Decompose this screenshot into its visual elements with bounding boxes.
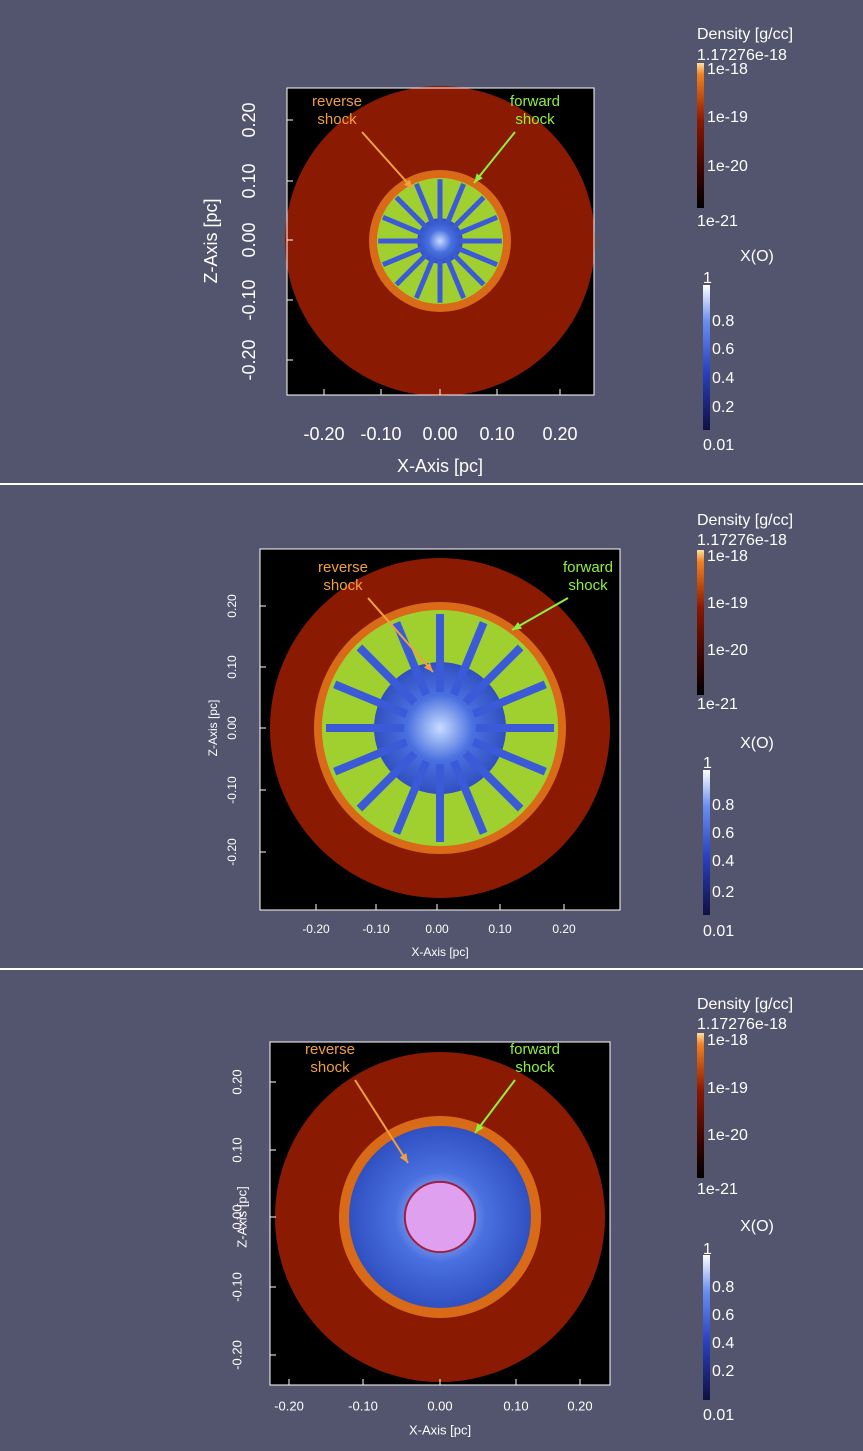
annotation: reverse <box>312 93 362 110</box>
annotation: forward <box>510 1041 560 1058</box>
x-tick-label: -0.20 <box>303 424 344 444</box>
colorbar-tick: 0.6 <box>712 1307 734 1324</box>
x-tick-label: -0.10 <box>360 424 401 444</box>
colorbar-min: 0.01 <box>703 923 734 940</box>
colorbar-max: 1 <box>703 1241 712 1258</box>
colorbar-max: 1 <box>703 270 712 287</box>
density-colorbar <box>697 1033 704 1178</box>
x-tick-label: -0.20 <box>302 922 330 936</box>
z-tick-label: 0.10 <box>225 655 239 679</box>
x-tick-label: 0.20 <box>552 922 576 936</box>
colorbar-title: Density [g/cc] <box>697 996 793 1013</box>
x-tick-label: 0.00 <box>427 1398 452 1413</box>
colorbar-tick: 0.6 <box>712 341 734 358</box>
annotation: shock <box>323 577 363 594</box>
x-tick-label: 0.00 <box>422 424 457 444</box>
x-tick-label: 0.10 <box>488 922 512 936</box>
annotation: reverse <box>318 559 368 576</box>
x-axis-label: X-Axis [pc] <box>397 456 483 476</box>
annotation: shock <box>310 1059 350 1076</box>
colorbar-tick: 1e-18 <box>707 548 748 565</box>
x-tick-label: 0.20 <box>567 1398 592 1413</box>
colorbar-tick: 0.4 <box>712 370 734 387</box>
colorbar-tick: 0.4 <box>712 853 734 870</box>
x-tick-label: -0.10 <box>348 1398 378 1413</box>
colorbar-tick: 1e-19 <box>707 1080 748 1097</box>
z-tick-label: -0.20 <box>229 1340 244 1370</box>
figure: -0.20-0.100.000.100.200.200.100.00-0.10-… <box>0 0 863 1451</box>
colorbar-title: Density [g/cc] <box>697 512 793 529</box>
xo-colorbar <box>703 285 710 430</box>
colorbar-tick: 0.8 <box>712 313 734 330</box>
z-tick-label: 0.10 <box>239 163 259 198</box>
z-tick-label: -0.20 <box>239 339 259 380</box>
colorbar-tick: 0.2 <box>712 399 734 416</box>
z-tick-label: 0.20 <box>225 594 239 618</box>
colorbar-tick: 0.8 <box>712 797 734 814</box>
z-tick-label: 0.10 <box>229 1137 244 1162</box>
colorbar-tick: 0.4 <box>712 1335 734 1352</box>
x-tick-label: -0.10 <box>362 922 390 936</box>
colorbar-min: 1e-21 <box>697 696 738 713</box>
xo-colorbar <box>703 1255 710 1400</box>
colorbar-max: 1.17276e-18 <box>697 1016 787 1033</box>
colorbar-tick: 1e-20 <box>707 158 748 175</box>
z-tick-label: 0.00 <box>239 222 259 257</box>
annotation: shock <box>515 111 555 128</box>
annotation: forward <box>563 559 613 576</box>
z-tick-label: -0.10 <box>225 776 239 804</box>
annotation: shock <box>515 1059 555 1076</box>
colorbar-tick: 0.2 <box>712 1363 734 1380</box>
z-tick-label: 0.20 <box>239 102 259 137</box>
colorbar-title: Density [g/cc] <box>697 26 793 43</box>
colorbar-max: 1 <box>703 755 712 772</box>
z-axis-label: Z-Axis [pc] <box>234 1186 249 1247</box>
z-axis-label: Z-Axis [pc] <box>201 198 221 283</box>
colorbar-min: 1e-21 <box>697 213 738 230</box>
colorbar-title: X(O) <box>740 1218 774 1235</box>
density-colorbar <box>697 63 704 208</box>
colorbar-title: X(O) <box>740 248 774 265</box>
z-axis-label: Z-Axis [pc] <box>206 700 220 757</box>
colorbar-tick: 1e-20 <box>707 642 748 659</box>
x-axis-label: X-Axis [pc] <box>409 1422 471 1437</box>
colorbar-min: 0.01 <box>703 437 734 454</box>
z-tick-label: -0.20 <box>225 838 239 866</box>
annotation: forward <box>510 93 560 110</box>
x-tick-label: 0.20 <box>542 424 577 444</box>
annotation: reverse <box>305 1041 355 1058</box>
colorbar-tick: 1e-19 <box>707 595 748 612</box>
colorbar-title: X(O) <box>740 735 774 752</box>
core <box>405 1182 475 1252</box>
colorbar-tick: 1e-19 <box>707 109 748 126</box>
x-tick-label: 0.00 <box>425 922 449 936</box>
annotation: shock <box>568 577 608 594</box>
colorbar-min: 0.01 <box>703 1407 734 1424</box>
colorbar-max: 1.17276e-18 <box>697 532 787 549</box>
annotation: shock <box>317 111 357 128</box>
x-axis-label: X-Axis [pc] <box>411 945 468 959</box>
colorbar-tick: 1e-18 <box>707 61 748 78</box>
x-tick-label: 0.10 <box>503 1398 528 1413</box>
z-tick-label: -0.10 <box>239 279 259 320</box>
colorbar-tick: 0.8 <box>712 1279 734 1296</box>
density-colorbar <box>697 550 704 695</box>
z-tick-label: -0.10 <box>229 1272 244 1302</box>
xo-colorbar <box>703 770 710 915</box>
x-tick-label: 0.10 <box>479 424 514 444</box>
x-tick-label: -0.20 <box>274 1398 304 1413</box>
z-tick-label: 0.20 <box>229 1069 244 1094</box>
colorbar-tick: 1e-18 <box>707 1032 748 1049</box>
colorbar-tick: 0.2 <box>712 884 734 901</box>
colorbar-tick: 0.6 <box>712 825 734 842</box>
colorbar-tick: 1e-20 <box>707 1127 748 1144</box>
colorbar-min: 1e-21 <box>697 1181 738 1198</box>
z-tick-label: 0.00 <box>225 716 239 740</box>
